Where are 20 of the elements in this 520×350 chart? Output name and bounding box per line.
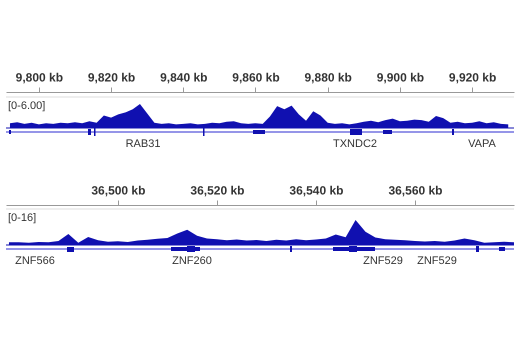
x-tick-label: 9,820 kb xyxy=(88,70,136,84)
text: TXNDC2 xyxy=(332,138,378,150)
text: ZNF566 xyxy=(15,255,55,267)
x-tick-label: 36,500 kb xyxy=(91,184,146,198)
x-tick-label: 9,800 kb xyxy=(16,70,64,84)
text: VAPA xyxy=(468,138,497,150)
x-tick-label: 9,860 kb xyxy=(232,70,280,84)
text: ZNF529 xyxy=(417,255,457,267)
x-tick-label: 9,900 kb xyxy=(376,70,424,84)
x-tick-label: 9,880 kb xyxy=(304,70,352,84)
x-tick-label: 36,540 kb xyxy=(289,184,344,198)
annotation: [0-6.00] xyxy=(8,100,46,112)
x-tick-label: 9,920 kb xyxy=(448,70,496,84)
annotation: [0-16] xyxy=(8,212,36,224)
text: RAB31 xyxy=(126,138,160,150)
x-tick-label: 36,560 kb xyxy=(388,184,442,198)
x-tick-label: 36,520 kb xyxy=(190,184,244,198)
text: ZNF529 xyxy=(363,255,403,267)
x-tick-label: 9,840 kb xyxy=(160,70,208,84)
text: ZNF260 xyxy=(172,255,212,267)
